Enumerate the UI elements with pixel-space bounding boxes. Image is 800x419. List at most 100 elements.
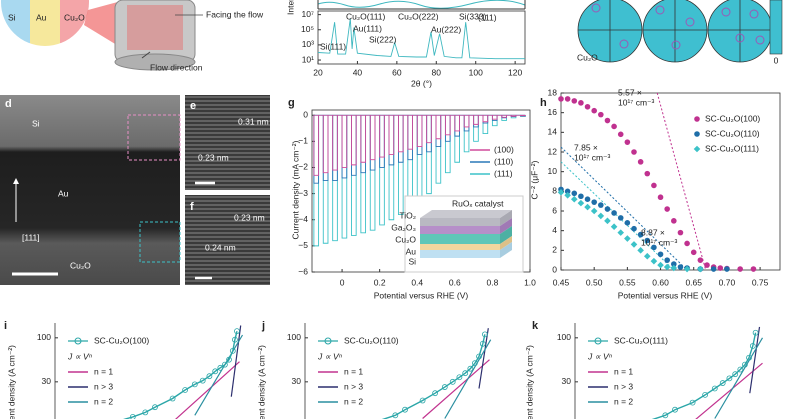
data-point <box>663 263 671 271</box>
data-line <box>381 334 486 419</box>
data-point <box>229 347 236 354</box>
legend-label: n = 1 <box>94 366 113 376</box>
pole-figures <box>577 0 773 63</box>
data-point <box>689 399 696 406</box>
density-annotation: 8.87 × <box>641 227 665 237</box>
data-point <box>570 195 578 203</box>
light-pulse <box>388 115 395 221</box>
light-pulse <box>416 115 423 148</box>
zoom-box <box>127 114 181 161</box>
spacing-label: 0.23 nm <box>198 152 229 162</box>
panel-label: k <box>532 320 539 332</box>
legend-label: SC-Cu₂O(100) <box>705 113 760 123</box>
light-pulse <box>369 115 376 161</box>
data-point <box>650 257 658 265</box>
light-pulse <box>416 115 423 155</box>
density-annotation: 10¹⁷ cm⁻³ <box>618 97 655 107</box>
light-pulse <box>482 115 489 123</box>
data-point <box>557 189 565 196</box>
data-point <box>584 196 591 202</box>
data-point <box>611 123 617 130</box>
light-pulse <box>313 115 320 184</box>
legend-label: SC-Cu₂O(110) <box>344 335 399 345</box>
y-tick-label: 14 <box>548 127 558 137</box>
y-tick-label: −6 <box>298 266 308 276</box>
legend-title: J ∝ Vⁿ <box>317 351 342 361</box>
x-tick-label: 0.55 <box>619 277 636 287</box>
data-point <box>604 217 611 225</box>
fit-line <box>422 359 490 419</box>
data-point <box>624 139 631 145</box>
x-tick-label: 0.6 <box>449 277 461 287</box>
y-tick-label: 2 <box>552 245 557 255</box>
data-point <box>564 96 571 102</box>
data-point <box>142 409 149 416</box>
data-point <box>591 107 597 114</box>
panel-label: j <box>261 320 265 332</box>
fit-line <box>656 92 707 271</box>
y-tick-label: 30 <box>562 376 572 386</box>
data-point <box>598 202 604 208</box>
x-tick-label: 0.75 <box>752 277 769 287</box>
legend-marker <box>694 116 700 122</box>
panel-label: g <box>288 97 295 109</box>
data-point <box>617 131 624 138</box>
data-point <box>590 207 598 215</box>
light-pulse <box>454 115 460 137</box>
layer-label: Au <box>36 12 47 22</box>
data-point <box>717 265 724 271</box>
data-point <box>651 244 657 251</box>
data-point <box>664 206 670 212</box>
data-point <box>631 225 637 232</box>
light-pulse <box>351 115 357 176</box>
data-point <box>226 356 232 363</box>
data-point <box>212 368 219 375</box>
data-point <box>564 188 571 195</box>
inset-layer: Au <box>406 246 417 256</box>
spacing-label: 0.31 nm <box>238 116 269 126</box>
light-pulse <box>435 115 442 148</box>
fit-line <box>175 361 240 419</box>
light-pulse <box>416 115 423 202</box>
light-pulse <box>332 115 338 171</box>
data-point <box>558 96 564 102</box>
data-point <box>741 361 748 368</box>
density-annotation: 10¹⁷ cm⁻³ <box>641 237 678 247</box>
y-axis-label: Current density (A cm⁻²) <box>256 345 266 419</box>
data-point <box>644 170 651 177</box>
fit-line <box>714 337 764 419</box>
light-pulse <box>388 115 395 155</box>
data-point <box>732 371 739 378</box>
data-point <box>182 387 189 393</box>
light-pulse <box>369 115 376 231</box>
plot-frame <box>560 92 781 271</box>
light-pulse <box>360 115 367 234</box>
x-tick-label: 60 <box>392 67 402 77</box>
data-point <box>610 223 618 231</box>
x-axis-label: 2θ (°) <box>411 78 432 88</box>
y-tick-label: 18 <box>548 87 558 97</box>
light-pulse <box>313 115 320 176</box>
light-pulse <box>397 115 404 215</box>
light-pulse <box>473 115 479 142</box>
peak-label: Si(222) <box>369 34 397 44</box>
data-point <box>432 390 439 397</box>
data-point <box>462 370 469 377</box>
data-point <box>624 235 631 242</box>
data-point <box>221 361 228 368</box>
light-pulse <box>463 115 470 153</box>
tem-image <box>0 95 180 285</box>
y-tick-label: 100 <box>557 332 571 342</box>
data-point <box>719 380 726 386</box>
data-point <box>750 266 757 272</box>
legend-marker <box>74 337 82 345</box>
data-point <box>711 385 718 392</box>
legend-label: SC-Cu₂O(100) <box>94 335 149 345</box>
data-point <box>631 149 637 155</box>
data-point <box>671 218 677 224</box>
legend-label: n = 1 <box>344 366 363 376</box>
light-pulse <box>520 115 526 117</box>
light-pulse <box>407 115 413 161</box>
si-region <box>1 0 30 46</box>
